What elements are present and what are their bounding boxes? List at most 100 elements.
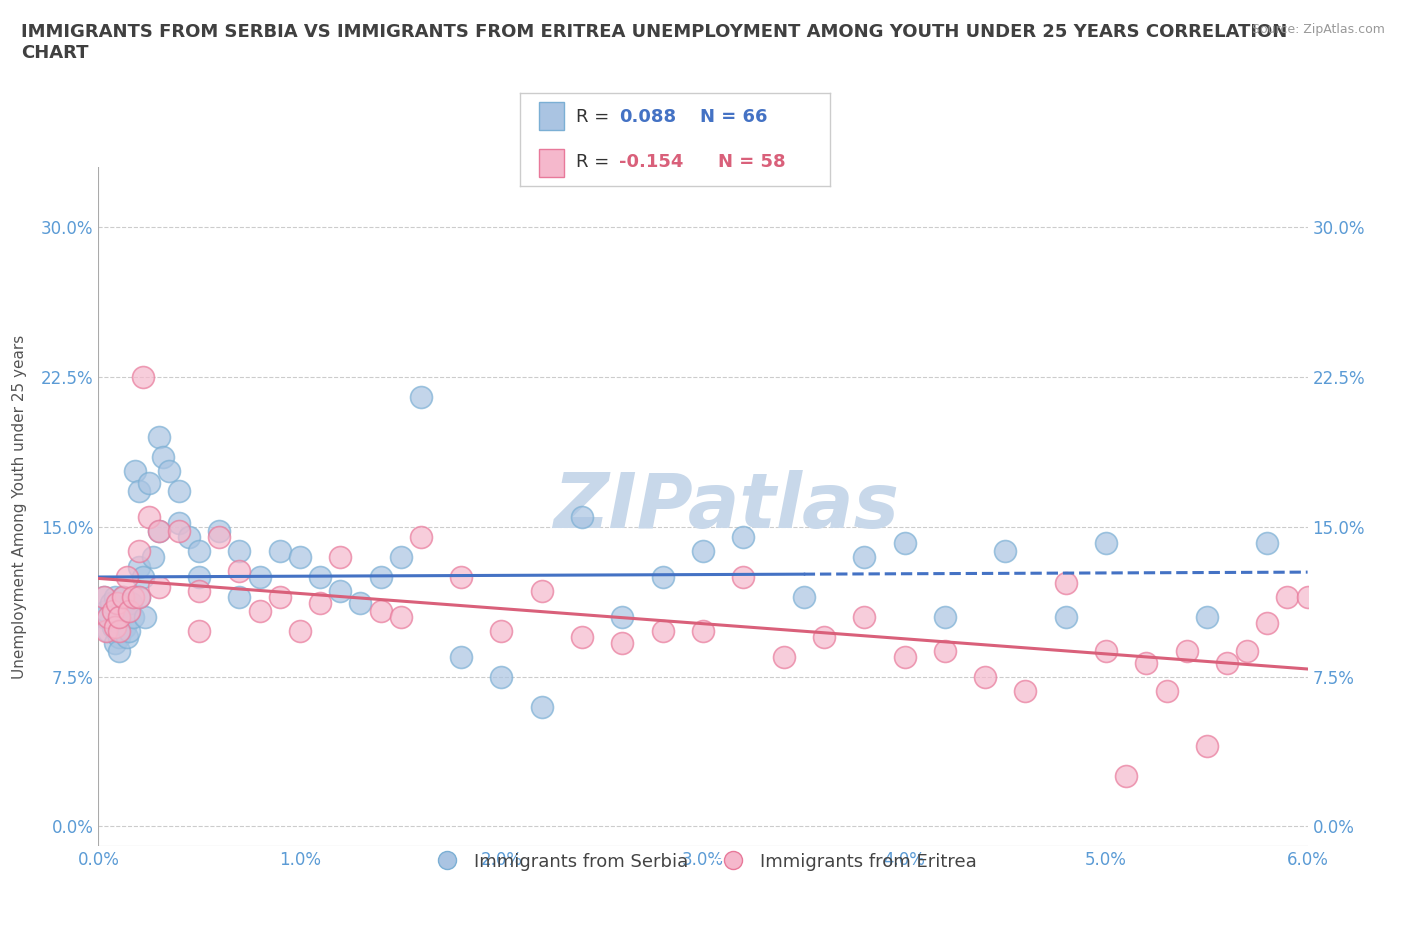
- Point: [853, 609, 876, 624]
- Point: [179, 529, 201, 544]
- Point: [188, 583, 211, 598]
- Point: [1175, 644, 1198, 658]
- Point: [1256, 616, 1278, 631]
- Point: [128, 559, 150, 574]
- Point: [188, 623, 211, 638]
- Point: [288, 623, 311, 638]
- Point: [115, 569, 138, 584]
- Point: [107, 609, 129, 624]
- Point: [1256, 536, 1278, 551]
- Point: [93, 609, 115, 624]
- Point: [450, 569, 472, 584]
- Point: [793, 590, 815, 604]
- Point: [138, 510, 160, 525]
- Point: [148, 524, 170, 538]
- Point: [138, 475, 160, 490]
- Point: [853, 550, 876, 565]
- Point: [1277, 590, 1299, 604]
- Point: [1216, 655, 1239, 670]
- Point: [132, 569, 155, 584]
- Point: [934, 644, 956, 658]
- Point: [692, 543, 714, 558]
- Point: [370, 604, 392, 618]
- Point: [612, 609, 634, 624]
- Text: -0.154: -0.154: [619, 153, 683, 171]
- Point: [96, 623, 118, 638]
- Point: [142, 550, 165, 565]
- Point: [349, 595, 371, 610]
- Point: [97, 623, 120, 638]
- Point: [1236, 644, 1258, 658]
- Point: [111, 590, 134, 604]
- Text: Source: ZipAtlas.com: Source: ZipAtlas.com: [1251, 23, 1385, 36]
- Point: [208, 524, 231, 538]
- Point: [118, 604, 141, 618]
- Point: [612, 635, 634, 650]
- FancyBboxPatch shape: [538, 102, 564, 130]
- Point: [121, 609, 143, 624]
- Legend: Immigrants from Serbia, Immigrants from Eritrea: Immigrants from Serbia, Immigrants from …: [422, 845, 984, 878]
- Point: [103, 635, 125, 650]
- Point: [167, 484, 190, 498]
- Point: [103, 590, 125, 604]
- Point: [148, 579, 170, 594]
- Point: [329, 583, 352, 598]
- FancyBboxPatch shape: [538, 149, 564, 177]
- Point: [269, 590, 291, 604]
- Point: [409, 390, 432, 405]
- Point: [651, 569, 673, 584]
- Point: [249, 604, 271, 618]
- Text: R =: R =: [576, 108, 614, 126]
- Point: [1195, 739, 1218, 754]
- Point: [1296, 590, 1319, 604]
- Point: [813, 630, 835, 644]
- Point: [1115, 769, 1137, 784]
- Point: [167, 515, 190, 530]
- Point: [107, 644, 129, 658]
- Point: [118, 604, 141, 618]
- Point: [115, 630, 138, 644]
- Point: [1135, 655, 1157, 670]
- Text: IMMIGRANTS FROM SERBIA VS IMMIGRANTS FROM ERITREA UNEMPLOYMENT AMONG YOUTH UNDER: IMMIGRANTS FROM SERBIA VS IMMIGRANTS FRO…: [21, 23, 1288, 62]
- Point: [370, 569, 392, 584]
- Text: ZIPatlas: ZIPatlas: [554, 470, 900, 544]
- Point: [1156, 684, 1178, 698]
- Point: [1054, 576, 1077, 591]
- Point: [571, 630, 593, 644]
- Point: [1054, 609, 1077, 624]
- Point: [188, 543, 211, 558]
- Point: [97, 609, 120, 624]
- Point: [188, 569, 211, 584]
- Point: [103, 619, 125, 634]
- Point: [249, 569, 271, 584]
- Point: [148, 430, 170, 445]
- Point: [107, 609, 129, 624]
- Point: [1095, 536, 1118, 551]
- Point: [111, 590, 134, 604]
- Point: [124, 463, 146, 478]
- Point: [530, 699, 553, 714]
- Point: [157, 463, 180, 478]
- Point: [491, 670, 513, 684]
- Point: [134, 609, 156, 624]
- Point: [228, 543, 250, 558]
- Point: [491, 623, 513, 638]
- Point: [994, 543, 1017, 558]
- Point: [105, 595, 128, 610]
- Point: [96, 604, 118, 618]
- Point: [105, 623, 128, 638]
- Point: [733, 569, 755, 584]
- Point: [128, 484, 150, 498]
- Point: [1095, 644, 1118, 658]
- Point: [128, 590, 150, 604]
- Point: [309, 595, 332, 610]
- Point: [208, 529, 231, 544]
- Text: N = 66: N = 66: [700, 108, 768, 126]
- Point: [148, 524, 170, 538]
- Point: [107, 616, 129, 631]
- Point: [228, 564, 250, 578]
- Point: [101, 619, 124, 634]
- Point: [93, 590, 115, 604]
- Point: [893, 649, 915, 664]
- Point: [118, 623, 141, 638]
